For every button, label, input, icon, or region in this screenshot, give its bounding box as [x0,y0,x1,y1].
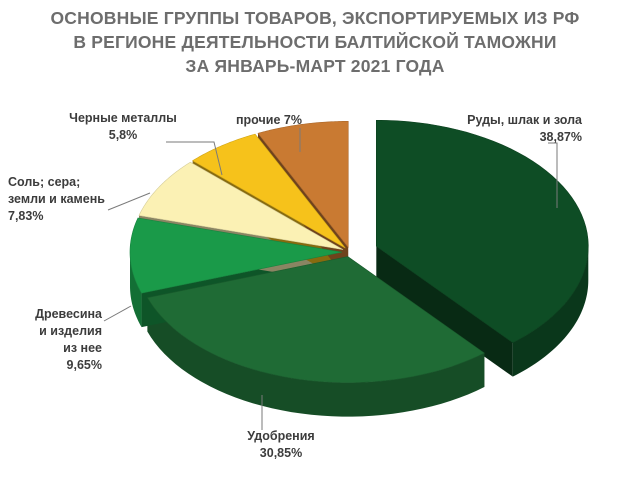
label-other-name: прочие 7% [236,113,302,127]
slice-fertilizers-rim [147,297,485,417]
label-salt-value: 7,83% [8,209,44,223]
slice-ferrous [192,133,346,249]
label-wood-name-1: Древесина [35,307,102,321]
label-salt: Соль; сера; земли и камень 7,83% [8,174,105,225]
slice-ores [376,119,589,344]
leader-line-salt [107,192,151,211]
slice-fertilizers [146,256,485,383]
label-salt-name-1: Соль; сера; [8,175,81,189]
chart-title-line-1: ОСНОВНЫЕ ГРУППЫ ТОВАРОВ, ЭКСПОРТИРУЕМЫХ … [50,8,580,28]
chart-title-line-3: ЗА ЯНВАРЬ-МАРТ 2021 ГОДА [185,56,445,76]
label-ferrous-value: 5,8% [108,128,138,142]
label-wood: Древесина и изделия из нее 9,65% [10,306,102,374]
label-ferrous: Черные металлы 5,8% [60,110,186,144]
label-fertilizers-name: Удобрения [247,429,315,443]
label-ores: Руды, шлак и зола 38,87% [467,112,582,146]
label-wood-value: 9,65% [66,358,102,372]
label-ores-name: Руды, шлак и зола [467,113,582,127]
leader-line-ferrous [166,141,223,176]
label-salt-name-2: земли и камень [8,192,105,206]
label-ores-value: 38,87% [539,130,582,144]
label-ferrous-name: Черные металлы [69,111,177,125]
label-fertilizers-value: 30,85% [259,446,303,460]
leader-line-ores [548,142,558,208]
label-wood-name-2: и изделия [39,324,102,338]
slice-wood [129,217,343,294]
slice-ores-wall-2 [376,246,513,377]
slice-salt [138,161,344,250]
chart-title: ОСНОВНЫЕ ГРУППЫ ТОВАРОВ, ЭКСПОРТИРУЕМЫХ … [0,6,630,78]
slice-wood-rim [130,252,142,328]
label-other: прочие 7% [236,112,302,129]
leader-line-wood [103,305,132,322]
slice-other [257,121,349,249]
slice-ores-side [376,246,589,377]
chart-title-line-2: В РЕГИОНЕ ДЕЯТЕЛЬНОСТИ БАЛТИЙСКОЙ ТАМОЖН… [73,32,557,52]
slice-ores-rim [512,246,589,377]
label-wood-name-3: из нее [63,341,102,355]
label-fertilizers: Удобрения 30,85% [226,428,336,462]
